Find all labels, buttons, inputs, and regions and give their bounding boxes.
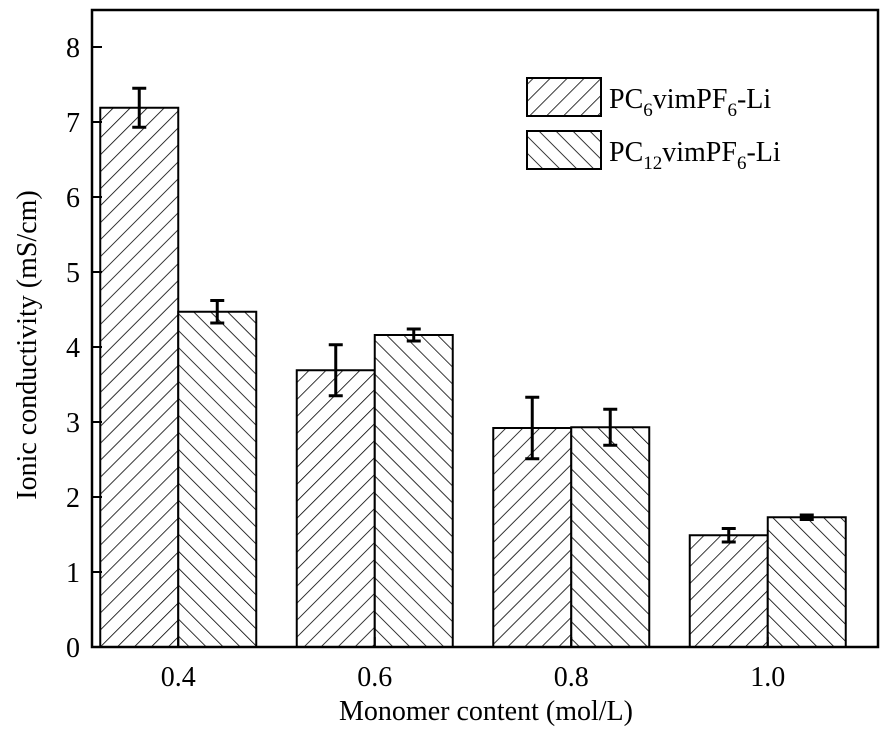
error-bar (525, 395, 540, 461)
y-tick-label: 6 (66, 183, 80, 214)
error-bar (328, 343, 343, 398)
error-bar (406, 327, 421, 343)
x-tick-label: 0.4 (161, 662, 196, 693)
legend-label-1: PC6vimPF6-Li (609, 84, 771, 121)
y-tick-label: 1 (66, 558, 80, 589)
error-bars-layer (132, 86, 814, 544)
y-tick-label: 2 (66, 483, 80, 514)
error-bar (132, 86, 147, 129)
bar-2-0.8 (570, 426, 651, 648)
y-tick-label: 4 (66, 333, 80, 364)
bar-1-0.4 (99, 106, 180, 648)
x-axis: 0.4 0.6 0.8 1.0 (161, 637, 785, 693)
plot-frame (90, 8, 880, 649)
bar-1-1.0 (688, 534, 769, 648)
legend-label-2: PC12vimPF6-Li (609, 137, 781, 174)
bar-1-0.6 (295, 369, 376, 648)
y-tick-label: 7 (66, 108, 80, 139)
error-bar (210, 299, 225, 325)
bar-2-1.0 (766, 516, 847, 648)
y-tick-label: 8 (66, 33, 80, 64)
x-axis-title: Monomer content (mol/L) (339, 696, 633, 727)
x-tick-label: 0.8 (554, 662, 589, 693)
bar-1-0.8 (492, 427, 573, 648)
error-bar (721, 527, 736, 544)
bars-layer (99, 106, 847, 648)
legend-swatch-2 (526, 130, 602, 170)
x-tick-label: 0.6 (357, 662, 392, 693)
bar-2-0.6 (373, 334, 454, 648)
legend: PC6vimPF6-Li PC12vimPF6-Li (526, 77, 781, 174)
y-tick-label: 3 (66, 408, 80, 439)
y-tick-label: 5 (66, 258, 80, 289)
error-bar (603, 407, 618, 447)
legend-swatch-1 (526, 77, 602, 117)
error-bar (799, 513, 814, 521)
y-axis-title: Ionic conductivity (mS/cm) (12, 190, 43, 500)
bar-2-0.4 (177, 310, 258, 648)
x-tick-label: 1.0 (750, 662, 785, 693)
y-axis: 0 1 2 3 4 5 6 7 8 (66, 33, 102, 664)
y-tick-label: 0 (66, 633, 80, 664)
